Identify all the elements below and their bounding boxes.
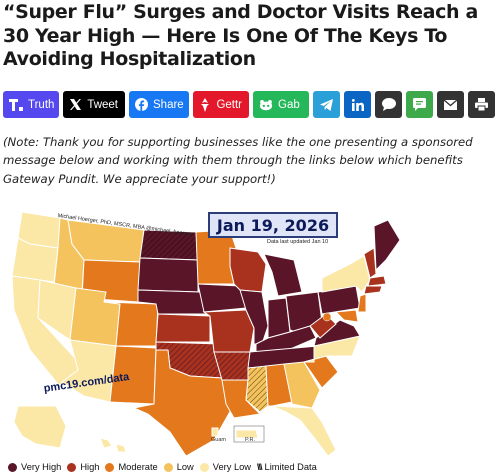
linkedin-share-button[interactable] <box>344 91 371 118</box>
very-high-swatch <box>8 462 17 472</box>
legend-limited-label: Limited Data <box>264 462 317 472</box>
moderate-swatch <box>105 462 115 472</box>
sms-icon <box>413 98 427 112</box>
legend-limited-data: \\\ Limited Data <box>257 462 317 472</box>
guam-label: Guam <box>211 437 226 443</box>
low-swatch <box>163 462 173 472</box>
legend-very-high-label: Very High <box>21 462 62 472</box>
sms-share-button[interactable] <box>406 91 433 118</box>
state-wisconsin <box>229 247 267 293</box>
state-alaska <box>13 405 67 449</box>
share-label: Share <box>153 98 184 111</box>
state-vermont-nh <box>363 247 377 279</box>
map-legend: Very High High Moderate Low Very Low \\\… <box>8 462 323 472</box>
gettr-label: Gettr <box>216 98 242 111</box>
hatch-icon: \\\ <box>257 462 262 472</box>
share-bar: Truth Tweet Share Gettr Gab <box>3 91 495 119</box>
high-swatch <box>67 462 77 472</box>
headline-line-2: 30 Year High — Here Is One Of The Keys T… <box>3 24 448 47</box>
gettr-share-button[interactable]: Gettr <box>193 91 249 118</box>
x-icon <box>69 98 82 112</box>
legend-moderate-label: Moderate <box>118 462 158 472</box>
gab-share-button[interactable]: Gab <box>253 91 309 118</box>
legend-very-high: Very High <box>8 462 61 472</box>
territory-guam <box>211 427 219 437</box>
state-maryland-delaware <box>334 309 359 323</box>
legend-moderate: Moderate <box>105 462 158 472</box>
legend-very-low-label: Very Low <box>212 462 252 472</box>
linkedin-icon <box>351 98 365 112</box>
state-georgia <box>283 361 321 409</box>
state-michigan <box>263 253 303 297</box>
sponsor-note: (Note: Thank you for supporting business… <box>3 135 473 186</box>
article-headline: “Super Flu” Surges and Doctor Visits Rea… <box>3 1 495 72</box>
legend-low: Low <box>163 462 194 472</box>
headline-line-1: “Super Flu” Surges and Doctor Visits Rea… <box>3 1 478 23</box>
truth-share-button[interactable]: Truth <box>3 91 59 118</box>
truth-social-icon <box>9 98 23 112</box>
state-new-york <box>321 255 371 293</box>
state-new-jersey <box>357 293 367 313</box>
map-data-updated: Data last updated Jan 10 <box>267 239 329 245</box>
headline-line-3: Avoiding Hospitalization <box>3 48 256 70</box>
telegram-icon <box>320 98 334 112</box>
state-connecticut-ri <box>363 285 383 295</box>
dc-marker <box>322 312 332 322</box>
print-icon <box>475 98 489 112</box>
legend-very-low: Very Low <box>199 462 252 472</box>
state-kansas <box>155 313 211 343</box>
map-date: Jan 19, 2026 <box>208 212 338 238</box>
email-share-button[interactable] <box>437 91 464 118</box>
comment-icon <box>381 98 396 112</box>
gettr-icon <box>199 97 211 112</box>
territory-puerto-rico <box>235 429 259 439</box>
gab-label: Gab <box>278 98 300 111</box>
legend-high: High <box>67 462 99 472</box>
us-flu-map-image <box>11 211 401 457</box>
comment-share-button[interactable] <box>375 91 402 118</box>
legend-low-label: Low <box>176 462 194 472</box>
state-hawaii <box>99 437 113 449</box>
facebook-share-button[interactable]: Share <box>129 91 189 118</box>
flu-map: Michael Hoerger, PhD, MSCR, MBA @michael… <box>0 200 495 476</box>
territory-box <box>233 425 265 443</box>
state-south-dakota <box>137 257 199 293</box>
state-virginia <box>313 319 361 347</box>
gab-icon <box>259 98 273 112</box>
print-share-button[interactable] <box>468 91 495 118</box>
state-texas <box>132 349 233 457</box>
facebook-icon <box>135 98 148 112</box>
state-massachusetts <box>367 275 387 287</box>
state-maine <box>373 219 401 272</box>
email-icon <box>444 98 458 112</box>
very-low-swatch <box>199 462 209 472</box>
state-florida <box>271 405 337 457</box>
state-alabama <box>265 363 293 407</box>
tweet-share-button[interactable]: Tweet <box>63 91 125 118</box>
pr-label: P.R. <box>245 437 255 443</box>
telegram-share-button[interactable] <box>313 91 340 118</box>
truth-label: Truth <box>28 98 55 111</box>
tweet-label: Tweet <box>87 98 118 111</box>
legend-high-label: High <box>80 462 100 472</box>
state-hawaii-2 <box>115 443 127 453</box>
